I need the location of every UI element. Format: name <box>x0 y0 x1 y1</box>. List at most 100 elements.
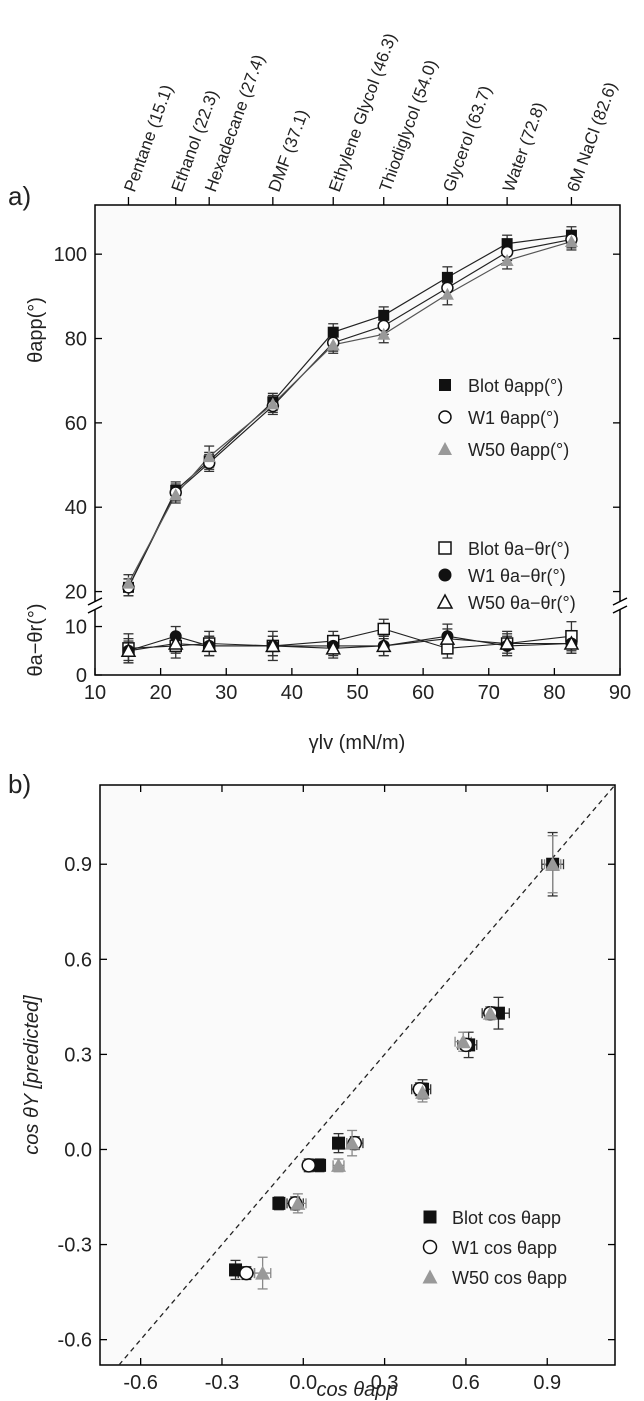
x-tick-label: 10 <box>84 682 106 704</box>
data-point-shape <box>331 1157 347 1172</box>
legend-marker <box>422 1239 438 1255</box>
data-point-shape <box>120 642 137 658</box>
data-point <box>441 271 453 283</box>
legend-label: W50 cos θapp <box>452 1268 567 1288</box>
panel-a-x-title: γlv (mN/m) <box>309 732 406 754</box>
data-point-shape <box>201 637 217 653</box>
data-point-shape <box>239 1265 254 1281</box>
data-point <box>327 326 339 338</box>
y-tick-label: 20 <box>65 582 87 604</box>
data-point-shape <box>377 327 391 340</box>
legend-marker <box>422 1269 438 1284</box>
data-point <box>121 576 135 589</box>
data-point <box>202 450 216 463</box>
legend-marker <box>438 568 452 582</box>
data-point <box>332 1136 346 1150</box>
data-point <box>326 338 340 351</box>
y-tick-label: 40 <box>65 497 87 519</box>
data-point-shape <box>377 622 390 636</box>
data-point <box>167 635 184 650</box>
data-point-shape <box>415 1084 431 1099</box>
legend-marker <box>423 1210 437 1224</box>
legend-marker <box>438 541 452 555</box>
data-point-shape <box>121 576 135 589</box>
legend-label: W1 θa−θr(°) <box>468 566 566 586</box>
data-point-shape <box>266 397 280 410</box>
panel-b: b) -0.6 -0.3 0.0 0.3 0.6 0.9 -0.6 -0.3 0.0 0.3 0.6… <box>8 769 616 1401</box>
data-point-shape <box>455 1034 471 1049</box>
panel-a-label: a) <box>8 181 31 211</box>
x-tick-label: 30 <box>215 682 237 704</box>
data-point-shape <box>169 488 183 501</box>
legend-marker-shape <box>439 379 451 391</box>
data-point <box>201 637 217 653</box>
data-point-shape <box>440 287 454 300</box>
y-tick-label: 0.0 <box>64 1139 92 1161</box>
legend-marker-shape <box>438 442 452 455</box>
legend-label: W50 θapp(°) <box>468 440 569 460</box>
x-tick-label: 0.3 <box>371 1372 399 1394</box>
y-tick-label: 0.9 <box>64 854 92 876</box>
x-tick-label: 60 <box>412 682 434 704</box>
data-point-shape <box>167 635 184 650</box>
data-point <box>455 1034 471 1049</box>
x-tick-label: 20 <box>150 682 172 704</box>
data-point <box>501 238 513 250</box>
x-tick-label: -0.6 <box>123 1372 157 1394</box>
x-tick-label: 90 <box>609 682 631 704</box>
x-tick-label: 40 <box>281 682 303 704</box>
data-point-shape <box>313 1158 327 1172</box>
axis-break-gap-right <box>614 602 626 610</box>
data-point-shape <box>332 1136 346 1150</box>
x-tick-label: 50 <box>346 682 368 704</box>
x-tick-label: 80 <box>543 682 565 704</box>
legend-label: Blot θa−θr(°) <box>468 539 570 559</box>
data-point <box>344 1135 360 1150</box>
legend-label: Blot θapp(°) <box>468 376 563 396</box>
data-point <box>239 1265 254 1281</box>
data-point <box>545 856 561 871</box>
data-point <box>331 1157 347 1172</box>
axis-break-mark <box>612 597 628 606</box>
legend-marker-shape <box>422 1239 438 1255</box>
data-point <box>499 635 515 650</box>
data-point-shape <box>563 635 580 650</box>
data-point-shape <box>272 1196 286 1210</box>
legend-marker <box>439 379 451 391</box>
y-tick-label: -0.3 <box>58 1235 92 1257</box>
data-point-shape <box>255 1265 271 1280</box>
legend-marker <box>438 442 452 455</box>
data-point-shape <box>499 635 515 650</box>
data-point-shape <box>325 640 341 655</box>
data-point-shape <box>344 1135 360 1150</box>
data-point <box>377 622 390 636</box>
x-tick-label: 0.9 <box>533 1372 561 1394</box>
axis-break-mark <box>612 605 628 614</box>
panel-b-frame <box>99 784 616 1366</box>
data-point <box>500 254 514 266</box>
legend-marker-shape <box>438 568 452 582</box>
legend-marker-shape <box>436 593 454 609</box>
data-point-shape <box>441 271 453 283</box>
data-point-shape <box>301 1158 316 1173</box>
data-point <box>229 1263 243 1277</box>
panel-b-y-title: cos θY [predicted] <box>21 995 43 1155</box>
data-point <box>563 635 580 650</box>
x-tick-label: 70 <box>478 682 500 704</box>
legend-marker <box>436 593 454 609</box>
data-point <box>325 640 341 655</box>
legend-marker-shape <box>423 1210 437 1224</box>
reference-line <box>118 784 616 1366</box>
y-tick-label: 0.3 <box>64 1044 92 1066</box>
x-tick-label: -0.3 <box>205 1372 239 1394</box>
y-tick-label: 0 <box>76 665 87 687</box>
data-point-shape <box>378 309 390 321</box>
data-point-shape <box>500 254 514 266</box>
data-point <box>169 488 183 501</box>
y-tick-label: 80 <box>65 329 87 351</box>
data-point <box>265 637 281 653</box>
x-tick-label: 0.0 <box>289 1372 317 1394</box>
data-point-shape <box>545 856 561 871</box>
y-tick-label: 10 <box>65 617 87 639</box>
data-point-shape <box>375 637 392 653</box>
